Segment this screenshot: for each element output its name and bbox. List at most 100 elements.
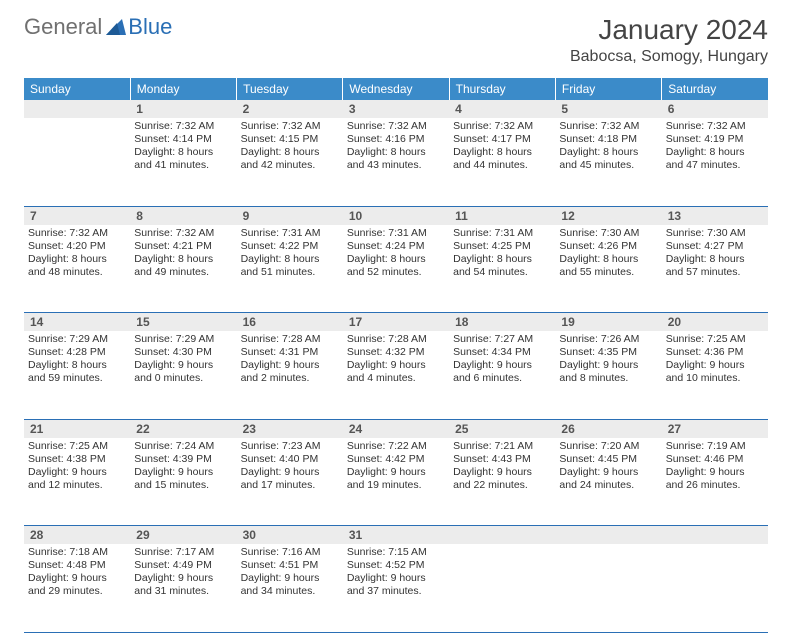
day-cell-content xyxy=(449,544,555,550)
weekday-header: Monday xyxy=(130,78,236,100)
weekday-header: Friday xyxy=(555,78,661,100)
sunrise-text: Sunrise: 7:22 AM xyxy=(347,440,445,453)
day-cell: Sunrise: 7:32 AMSunset: 4:16 PMDaylight:… xyxy=(343,118,449,206)
sunrise-text: Sunrise: 7:31 AM xyxy=(241,227,339,240)
day-cell-content xyxy=(24,118,130,124)
sunrise-text: Sunrise: 7:23 AM xyxy=(241,440,339,453)
sunrise-text: Sunrise: 7:27 AM xyxy=(453,333,551,346)
daylight-text: Daylight: 8 hours and 57 minutes. xyxy=(666,253,764,279)
day-cell-content: Sunrise: 7:29 AMSunset: 4:30 PMDaylight:… xyxy=(130,331,236,390)
day-number-cell: 5 xyxy=(555,100,661,118)
daylight-text: Daylight: 8 hours and 48 minutes. xyxy=(28,253,126,279)
sunrise-text: Sunrise: 7:19 AM xyxy=(666,440,764,453)
daylight-text: Daylight: 9 hours and 8 minutes. xyxy=(559,359,657,385)
day-cell-content: Sunrise: 7:30 AMSunset: 4:27 PMDaylight:… xyxy=(662,225,768,284)
daylight-text: Daylight: 8 hours and 59 minutes. xyxy=(28,359,126,385)
day-cell: Sunrise: 7:32 AMSunset: 4:21 PMDaylight:… xyxy=(130,225,236,313)
sunset-text: Sunset: 4:39 PM xyxy=(134,453,232,466)
day-number-cell xyxy=(24,100,130,118)
sunrise-text: Sunrise: 7:31 AM xyxy=(347,227,445,240)
daylight-text: Daylight: 9 hours and 19 minutes. xyxy=(347,466,445,492)
sunset-text: Sunset: 4:17 PM xyxy=(453,133,551,146)
day-cell-content: Sunrise: 7:29 AMSunset: 4:28 PMDaylight:… xyxy=(24,331,130,390)
daylight-text: Daylight: 8 hours and 45 minutes. xyxy=(559,146,657,172)
day-number-cell: 22 xyxy=(130,419,236,438)
day-cell: Sunrise: 7:23 AMSunset: 4:40 PMDaylight:… xyxy=(237,438,343,526)
sunrise-text: Sunrise: 7:30 AM xyxy=(559,227,657,240)
day-number-cell: 11 xyxy=(449,206,555,225)
day-number-cell: 10 xyxy=(343,206,449,225)
day-number-cell: 14 xyxy=(24,313,130,332)
day-cell-content: Sunrise: 7:32 AMSunset: 4:16 PMDaylight:… xyxy=(343,118,449,177)
sunrise-text: Sunrise: 7:32 AM xyxy=(347,120,445,133)
day-cell: Sunrise: 7:25 AMSunset: 4:38 PMDaylight:… xyxy=(24,438,130,526)
day-cell-content: Sunrise: 7:25 AMSunset: 4:38 PMDaylight:… xyxy=(24,438,130,497)
weekday-header: Wednesday xyxy=(343,78,449,100)
daylight-text: Daylight: 8 hours and 49 minutes. xyxy=(134,253,232,279)
daylight-text: Daylight: 9 hours and 4 minutes. xyxy=(347,359,445,385)
day-number-cell: 1 xyxy=(130,100,236,118)
weekday-header: Thursday xyxy=(449,78,555,100)
day-number-cell: 8 xyxy=(130,206,236,225)
sunset-text: Sunset: 4:40 PM xyxy=(241,453,339,466)
day-cell: Sunrise: 7:29 AMSunset: 4:30 PMDaylight:… xyxy=(130,331,236,419)
daylight-text: Daylight: 8 hours and 43 minutes. xyxy=(347,146,445,172)
day-number-row: 123456 xyxy=(24,100,768,118)
sunset-text: Sunset: 4:24 PM xyxy=(347,240,445,253)
day-cell: Sunrise: 7:32 AMSunset: 4:20 PMDaylight:… xyxy=(24,225,130,313)
day-cell: Sunrise: 7:15 AMSunset: 4:52 PMDaylight:… xyxy=(343,544,449,632)
day-cell-content: Sunrise: 7:26 AMSunset: 4:35 PMDaylight:… xyxy=(555,331,661,390)
sunset-text: Sunset: 4:15 PM xyxy=(241,133,339,146)
daylight-text: Daylight: 9 hours and 6 minutes. xyxy=(453,359,551,385)
page-header: General Blue January 2024 Babocsa, Somog… xyxy=(0,0,792,70)
sunset-text: Sunset: 4:52 PM xyxy=(347,559,445,572)
day-cell: Sunrise: 7:29 AMSunset: 4:28 PMDaylight:… xyxy=(24,331,130,419)
daylight-text: Daylight: 9 hours and 10 minutes. xyxy=(666,359,764,385)
sunset-text: Sunset: 4:21 PM xyxy=(134,240,232,253)
day-cell-content: Sunrise: 7:24 AMSunset: 4:39 PMDaylight:… xyxy=(130,438,236,497)
sunrise-text: Sunrise: 7:29 AM xyxy=(134,333,232,346)
logo-triangle-icon xyxy=(106,17,126,38)
daylight-text: Daylight: 9 hours and 31 minutes. xyxy=(134,572,232,598)
day-number-cell: 20 xyxy=(662,313,768,332)
daylight-text: Daylight: 9 hours and 0 minutes. xyxy=(134,359,232,385)
day-number-row: 21222324252627 xyxy=(24,419,768,438)
sunrise-text: Sunrise: 7:32 AM xyxy=(666,120,764,133)
day-cell: Sunrise: 7:28 AMSunset: 4:31 PMDaylight:… xyxy=(237,331,343,419)
sunset-text: Sunset: 4:26 PM xyxy=(559,240,657,253)
title-block: January 2024 Babocsa, Somogy, Hungary xyxy=(570,14,768,66)
sunrise-text: Sunrise: 7:24 AM xyxy=(134,440,232,453)
sunrise-text: Sunrise: 7:25 AM xyxy=(666,333,764,346)
sunset-text: Sunset: 4:32 PM xyxy=(347,346,445,359)
daylight-text: Daylight: 9 hours and 37 minutes. xyxy=(347,572,445,598)
daylight-text: Daylight: 9 hours and 12 minutes. xyxy=(28,466,126,492)
day-number-cell: 17 xyxy=(343,313,449,332)
logo: General Blue xyxy=(24,14,172,40)
sunset-text: Sunset: 4:45 PM xyxy=(559,453,657,466)
day-number-row: 14151617181920 xyxy=(24,313,768,332)
day-cell: Sunrise: 7:27 AMSunset: 4:34 PMDaylight:… xyxy=(449,331,555,419)
day-cell-content: Sunrise: 7:32 AMSunset: 4:19 PMDaylight:… xyxy=(662,118,768,177)
sunrise-text: Sunrise: 7:32 AM xyxy=(241,120,339,133)
day-cell: Sunrise: 7:26 AMSunset: 4:35 PMDaylight:… xyxy=(555,331,661,419)
daylight-text: Daylight: 8 hours and 47 minutes. xyxy=(666,146,764,172)
day-cell-content: Sunrise: 7:32 AMSunset: 4:18 PMDaylight:… xyxy=(555,118,661,177)
day-cell-content: Sunrise: 7:32 AMSunset: 4:15 PMDaylight:… xyxy=(237,118,343,177)
day-cell-content: Sunrise: 7:25 AMSunset: 4:36 PMDaylight:… xyxy=(662,331,768,390)
sunset-text: Sunset: 4:19 PM xyxy=(666,133,764,146)
day-cell-content: Sunrise: 7:31 AMSunset: 4:25 PMDaylight:… xyxy=(449,225,555,284)
day-number-row: 78910111213 xyxy=(24,206,768,225)
weekday-header: Sunday xyxy=(24,78,130,100)
day-cell: Sunrise: 7:21 AMSunset: 4:43 PMDaylight:… xyxy=(449,438,555,526)
sunrise-text: Sunrise: 7:32 AM xyxy=(559,120,657,133)
day-number-cell xyxy=(662,526,768,545)
daylight-text: Daylight: 9 hours and 29 minutes. xyxy=(28,572,126,598)
sunset-text: Sunset: 4:30 PM xyxy=(134,346,232,359)
day-number-cell: 15 xyxy=(130,313,236,332)
day-cell: Sunrise: 7:28 AMSunset: 4:32 PMDaylight:… xyxy=(343,331,449,419)
sunset-text: Sunset: 4:27 PM xyxy=(666,240,764,253)
calendar-table: Sunday Monday Tuesday Wednesday Thursday… xyxy=(24,78,768,633)
day-number-cell: 16 xyxy=(237,313,343,332)
sunrise-text: Sunrise: 7:18 AM xyxy=(28,546,126,559)
day-number-cell: 27 xyxy=(662,419,768,438)
